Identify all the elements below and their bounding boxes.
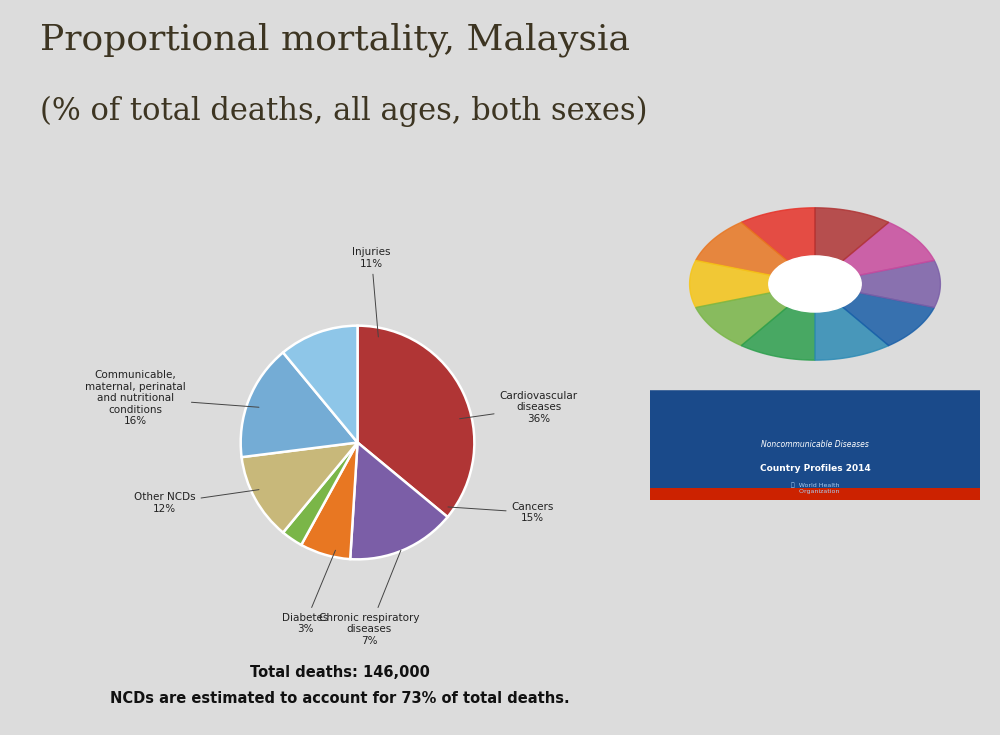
Text: NCDs are estimated to account for 73% of total deaths.: NCDs are estimated to account for 73% of… bbox=[110, 691, 570, 706]
Text: Cardiovascular
diseases
36%: Cardiovascular diseases 36% bbox=[460, 391, 578, 424]
Text: Communicable,
maternal, perinatal
and nutritional
conditions
16%: Communicable, maternal, perinatal and nu… bbox=[85, 370, 259, 426]
Text: Diabetes
3%: Diabetes 3% bbox=[282, 551, 335, 634]
Polygon shape bbox=[741, 208, 815, 284]
Wedge shape bbox=[358, 326, 474, 517]
Polygon shape bbox=[815, 223, 934, 284]
Wedge shape bbox=[283, 326, 358, 442]
Polygon shape bbox=[741, 284, 815, 360]
Polygon shape bbox=[696, 223, 815, 284]
Wedge shape bbox=[350, 442, 448, 559]
Polygon shape bbox=[815, 260, 940, 307]
Text: (% of total deaths, all ages, both sexes): (% of total deaths, all ages, both sexes… bbox=[40, 96, 648, 126]
Text: Other NCDs
12%: Other NCDs 12% bbox=[134, 490, 259, 514]
Text: Proportional mortality, Malaysia: Proportional mortality, Malaysia bbox=[40, 22, 630, 57]
Polygon shape bbox=[696, 284, 815, 345]
Wedge shape bbox=[242, 442, 358, 533]
Polygon shape bbox=[815, 284, 889, 360]
Text: Injuries
11%: Injuries 11% bbox=[352, 247, 391, 337]
Polygon shape bbox=[815, 284, 934, 345]
Text: Noncommunicable Diseases: Noncommunicable Diseases bbox=[761, 440, 869, 449]
Circle shape bbox=[769, 256, 861, 312]
Text: Total deaths: 146,000: Total deaths: 146,000 bbox=[250, 665, 430, 680]
Wedge shape bbox=[241, 353, 358, 457]
FancyBboxPatch shape bbox=[643, 390, 987, 498]
Wedge shape bbox=[301, 442, 358, 559]
Text: Country Profiles 2014: Country Profiles 2014 bbox=[760, 464, 870, 473]
Polygon shape bbox=[815, 208, 889, 284]
Text: Chronic respiratory
diseases
7%: Chronic respiratory diseases 7% bbox=[319, 551, 419, 646]
FancyBboxPatch shape bbox=[650, 489, 980, 501]
Polygon shape bbox=[690, 260, 815, 307]
Text: Cancers
15%: Cancers 15% bbox=[448, 502, 554, 523]
Wedge shape bbox=[283, 442, 358, 545]
Text: Ⓢ  World Health
    Organization: Ⓢ World Health Organization bbox=[791, 483, 839, 494]
